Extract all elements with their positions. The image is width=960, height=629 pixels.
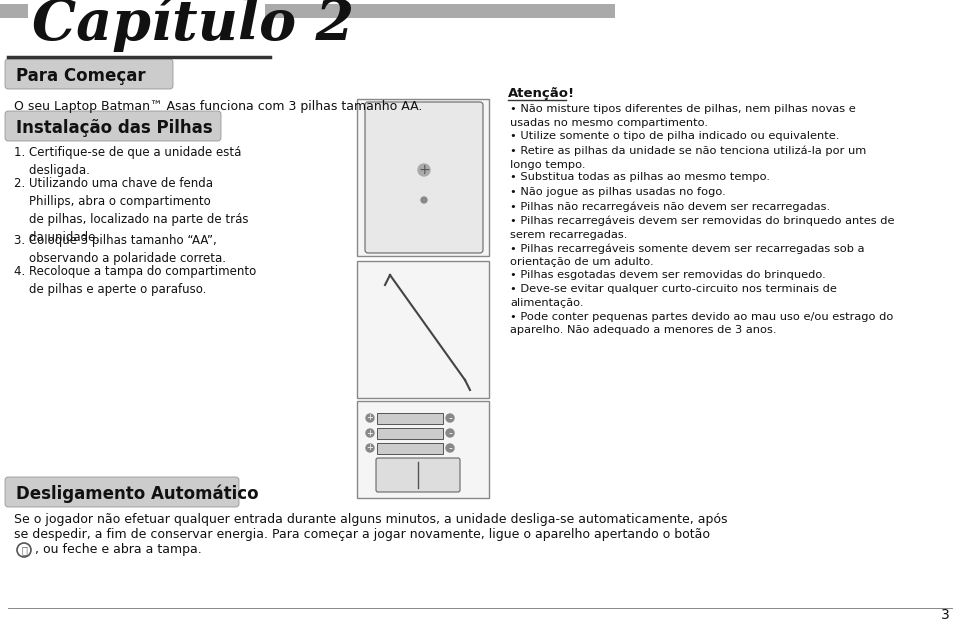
Text: • Pode conter pequenas partes devido ao mau uso e/ou estrago do
aparelho. Não ad: • Pode conter pequenas partes devido ao … xyxy=(510,311,894,335)
Circle shape xyxy=(446,429,454,437)
Text: 4. Recoloque a tampa do compartimento
    de pilhas e aperte o parafuso.: 4. Recoloque a tampa do compartimento de… xyxy=(14,265,256,296)
Circle shape xyxy=(446,444,454,452)
Text: -: - xyxy=(448,428,452,438)
Text: • Substitua todas as pilhas ao mesmo tempo.: • Substitua todas as pilhas ao mesmo tem… xyxy=(510,172,770,182)
Circle shape xyxy=(421,197,427,203)
Text: -: - xyxy=(448,443,452,453)
Text: +: + xyxy=(367,413,373,423)
Circle shape xyxy=(418,164,430,176)
Text: Para Começar: Para Começar xyxy=(16,67,146,85)
FancyBboxPatch shape xyxy=(5,59,173,89)
Text: • Retire as pilhas da unidade se não tenciona utilizá-la por um
longo tempo.: • Retire as pilhas da unidade se não ten… xyxy=(510,145,866,170)
Text: Se o jogador não efetuar qualquer entrada durante alguns minutos, a unidade desl: Se o jogador não efetuar qualquer entrad… xyxy=(14,513,728,526)
Text: • Deve-se evitar qualquer curto-circuito nos terminais de
alimentação.: • Deve-se evitar qualquer curto-circuito… xyxy=(510,284,837,308)
Text: , ou feche e abra a tampa.: , ou feche e abra a tampa. xyxy=(35,543,202,556)
Text: Atenção!: Atenção! xyxy=(508,87,575,100)
FancyBboxPatch shape xyxy=(357,401,489,498)
Text: • Não misture tipos diferentes de pilhas, nem pilhas novas e
usadas no mesmo com: • Não misture tipos diferentes de pilhas… xyxy=(510,104,855,128)
Text: 3. Coloque 3 pilhas tamanho “AA”,
    observando a polaridade correta.: 3. Coloque 3 pilhas tamanho “AA”, observ… xyxy=(14,234,226,265)
Text: 2. Utilizando uma chave de fenda
    Phillips, abra o compartimento
    de pilha: 2. Utilizando uma chave de fenda Phillip… xyxy=(14,177,249,244)
FancyBboxPatch shape xyxy=(376,458,460,492)
FancyBboxPatch shape xyxy=(357,99,489,256)
FancyBboxPatch shape xyxy=(357,261,489,398)
FancyBboxPatch shape xyxy=(376,428,443,438)
Text: 3: 3 xyxy=(941,608,950,622)
FancyBboxPatch shape xyxy=(376,442,443,454)
Text: • Não jogue as pilhas usadas no fogo.: • Não jogue as pilhas usadas no fogo. xyxy=(510,187,726,197)
FancyBboxPatch shape xyxy=(265,4,615,18)
Text: • Pilhas recarregáveis devem ser removidas do brinquedo antes de
serem recarrega: • Pilhas recarregáveis devem ser removid… xyxy=(510,216,895,240)
Text: -: - xyxy=(448,413,452,423)
FancyBboxPatch shape xyxy=(5,111,221,141)
Text: • Pilhas recarregáveis somente devem ser recarregadas sob a
orientação de um adu: • Pilhas recarregáveis somente devem ser… xyxy=(510,243,865,267)
Circle shape xyxy=(366,429,374,437)
Text: se despedir, a fim de conservar energia. Para começar a jogar novamente, ligue o: se despedir, a fim de conservar energia.… xyxy=(14,528,710,541)
Text: • Pilhas esgotadas devem ser removidas do brinquedo.: • Pilhas esgotadas devem ser removidas d… xyxy=(510,270,826,280)
Text: +: + xyxy=(367,443,373,452)
Text: • Utilize somente o tipo de pilha indicado ou equivalente.: • Utilize somente o tipo de pilha indica… xyxy=(510,131,839,141)
FancyBboxPatch shape xyxy=(376,413,443,423)
FancyBboxPatch shape xyxy=(365,102,483,253)
FancyBboxPatch shape xyxy=(5,477,239,507)
Text: O seu Laptop Batman™ Asas funciona com 3 pilhas tamanho AA.: O seu Laptop Batman™ Asas funciona com 3… xyxy=(14,100,422,113)
Text: +: + xyxy=(367,428,373,438)
Circle shape xyxy=(366,414,374,422)
Text: • Pilhas não recarregáveis não devem ser recarregadas.: • Pilhas não recarregáveis não devem ser… xyxy=(510,201,830,212)
FancyBboxPatch shape xyxy=(0,4,28,18)
Text: Capítulo 2: Capítulo 2 xyxy=(32,0,354,52)
Text: ⏻: ⏻ xyxy=(21,545,27,555)
Circle shape xyxy=(366,444,374,452)
Text: Desligamento Automático: Desligamento Automático xyxy=(16,485,258,503)
Circle shape xyxy=(446,414,454,422)
Text: Instalação das Pilhas: Instalação das Pilhas xyxy=(16,119,212,137)
Text: 1. Certifique-se de que a unidade está
    desligada.: 1. Certifique-se de que a unidade está d… xyxy=(14,146,241,177)
Text: +: + xyxy=(419,163,430,177)
